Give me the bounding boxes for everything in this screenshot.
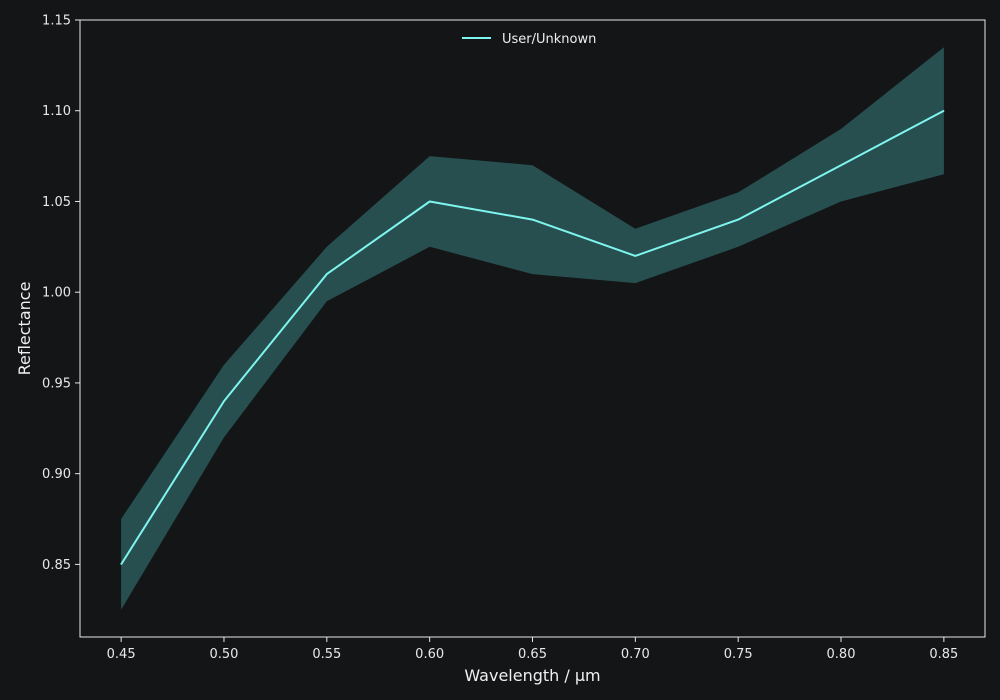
data-point	[223, 400, 225, 402]
data-point	[429, 201, 431, 202]
axes	[79, 19, 986, 638]
legend-label-user-unknown: User/Unknown	[502, 32, 596, 47]
y-tick-label: 1.10	[42, 104, 71, 119]
y-axis-ticks: 0.85 0.90 0.95 1.00 1.05 1.10 1.15	[42, 14, 80, 573]
x-tick-label: 0.70	[621, 647, 650, 662]
y-tick-label: 0.95	[42, 376, 71, 391]
y-axis-label: Reflectance	[15, 282, 34, 376]
data-point	[326, 273, 328, 275]
plot-frame	[79, 19, 986, 638]
x-tick-label: 0.50	[210, 647, 239, 662]
data-point	[943, 110, 945, 112]
data-point	[532, 219, 533, 221]
x-tick-label: 0.85	[929, 647, 958, 662]
x-axis-label: Wavelength / μm	[464, 666, 600, 685]
uncertainty-band-layer	[121, 47, 944, 610]
data-point	[737, 219, 739, 221]
y-tick-label: 1.00	[42, 286, 71, 301]
data-point	[120, 563, 122, 565]
x-tick-label: 0.55	[312, 647, 341, 662]
x-tick-label: 0.75	[724, 647, 753, 662]
x-tick-label: 0.45	[107, 647, 136, 662]
legend: User/Unknown	[462, 32, 596, 47]
y-tick-label: 1.05	[42, 195, 71, 210]
data-point	[840, 164, 842, 166]
x-axis-ticks: 0.45 0.50 0.55 0.60 0.65 0.70 0.75 0.80 0.85	[107, 637, 958, 662]
x-tick-label: 0.80	[827, 647, 856, 662]
x-tick-label: 0.60	[415, 647, 444, 662]
x-tick-label: 0.65	[518, 647, 547, 662]
y-tick-label: 1.15	[42, 14, 71, 29]
uncertainty-band	[121, 47, 944, 610]
y-tick-label: 0.90	[42, 467, 71, 482]
y-tick-label: 0.85	[42, 558, 71, 573]
series-line-layer	[120, 109, 945, 565]
data-point	[634, 255, 636, 257]
